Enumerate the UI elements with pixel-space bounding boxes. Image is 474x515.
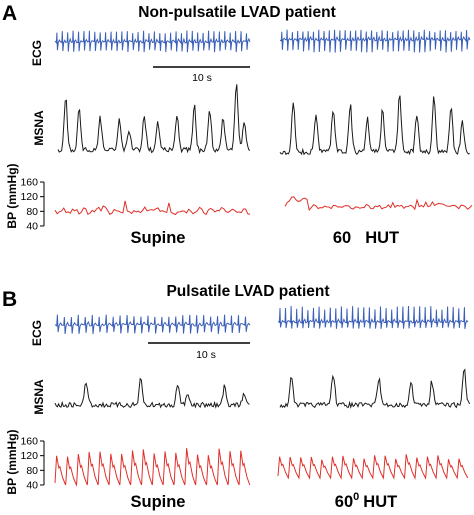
panel-a-ecg-hut-trace [279, 29, 471, 53]
panel-b-condition-hut: 600 HUT [335, 491, 397, 511]
panel-b-condition-hut-word: HUT [363, 493, 397, 511]
panel-b-bp-supine-trace [54, 448, 251, 487]
panel-a-condition-angle: 60 [333, 229, 351, 247]
panel-a-msna-supine-trace [57, 84, 251, 155]
panel-a-msna-hut-trace [279, 95, 470, 156]
bp-tick-label: 40 [26, 480, 38, 492]
bp-tick-label: 160 [20, 177, 38, 189]
panel-a-bp-hut-trace [284, 196, 473, 211]
panel-a-msna-label: MSNA [32, 110, 46, 146]
bp-tick-label: 120 [20, 191, 38, 203]
bp-tick-label: 80 [26, 465, 38, 477]
panel-a-condition-hut: 60 HUT [333, 229, 399, 247]
panel-a-title: Non-pulsatile LVAD patient [138, 4, 335, 21]
panel-b-ecg-hut-trace [277, 305, 469, 329]
panel-b-letter: B [2, 288, 17, 311]
bp-tick-label: 80 [26, 206, 38, 218]
panel-b-bp-label: BP (mmHg) [5, 429, 19, 494]
panel-a-bp-ticks: 160 120 80 40 [20, 177, 44, 233]
panel-b-bp-hut-trace [277, 454, 469, 480]
panel-b-condition-angle: 60 [335, 493, 353, 511]
panel-a-ecg-label: ECG [30, 40, 44, 66]
panel-b-title: Pulsatile LVAD patient [166, 283, 329, 300]
bp-tick-label: 160 [20, 436, 38, 448]
panel-a-scale-label: 10 s [192, 72, 212, 84]
panel-a-ecg-supine-trace [54, 30, 251, 53]
panel-b-msna-label: MSNA [32, 379, 46, 415]
panel-a-condition-supine: Supine [130, 229, 185, 247]
panel-b-ecg-label: ECG [30, 320, 44, 346]
panel-a-bp-label: BP (mmHg) [5, 163, 19, 228]
panel-b-condition-supine: Supine [130, 493, 185, 511]
panel-a-condition-hut-word: HUT [365, 229, 399, 247]
panel-b-ecg-supine-trace [54, 314, 251, 335]
panel-b-scale-label: 10 s [196, 349, 216, 361]
bp-tick-label: 120 [20, 450, 38, 462]
panel-b-condition-degree: 0 [353, 491, 359, 503]
panel-a-letter: A [2, 2, 17, 25]
panel-a-bp-supine-trace [54, 200, 251, 216]
bp-tick-label: 40 [26, 221, 38, 233]
panel-b-msna-hut-trace [279, 368, 471, 409]
panel-b-bp-ticks: 160 120 80 40 [20, 436, 44, 492]
panel-b-msna-supine-trace [54, 377, 250, 409]
